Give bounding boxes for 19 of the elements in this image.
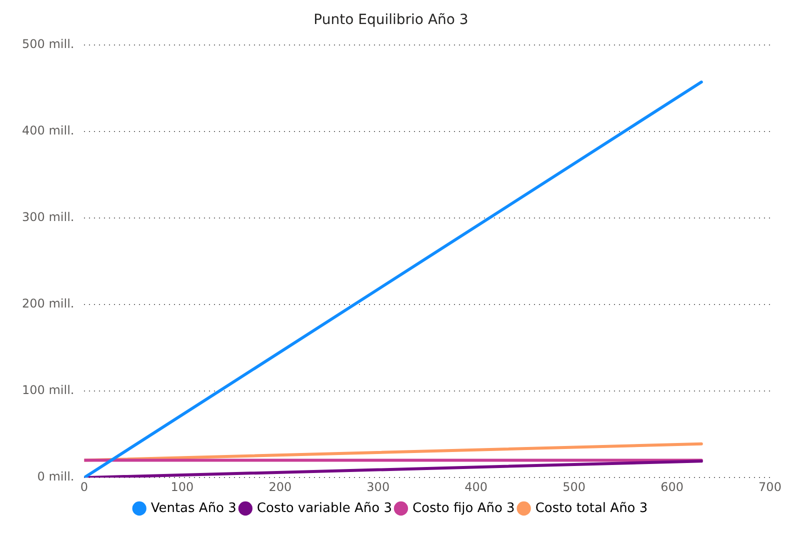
x-tick-label: 100 (170, 480, 194, 494)
x-tick-label: 0 (80, 480, 88, 494)
legend-label: Ventas Año 3 (150, 500, 236, 516)
x-tick-label: 200 (268, 480, 292, 494)
chart-title: Punto Equilibrio Año 3 (314, 12, 468, 28)
x-tick-label: 600 (660, 480, 684, 494)
y-tick-label: 400 mill. (22, 123, 74, 138)
y-tick-label: 0 mill. (37, 470, 74, 484)
legend-label: Costo total Año 3 (535, 500, 648, 516)
x-tick-label: 400 (464, 480, 488, 494)
x-tick-label: 700 (758, 480, 782, 494)
y-tick-label: 300 mill. (22, 210, 74, 224)
x-tick-label: 300 (366, 480, 390, 494)
y-tick-label: 500 mill. (22, 36, 74, 51)
legend-label: Costo fijo Año 3 (412, 500, 515, 516)
y-tick-label: 100 mill. (22, 383, 74, 398)
x-tick-label: 500 (562, 480, 586, 494)
y-tick-label: 200 mill. (22, 296, 74, 311)
legend-label: Costo variable Año 3 (256, 500, 392, 516)
